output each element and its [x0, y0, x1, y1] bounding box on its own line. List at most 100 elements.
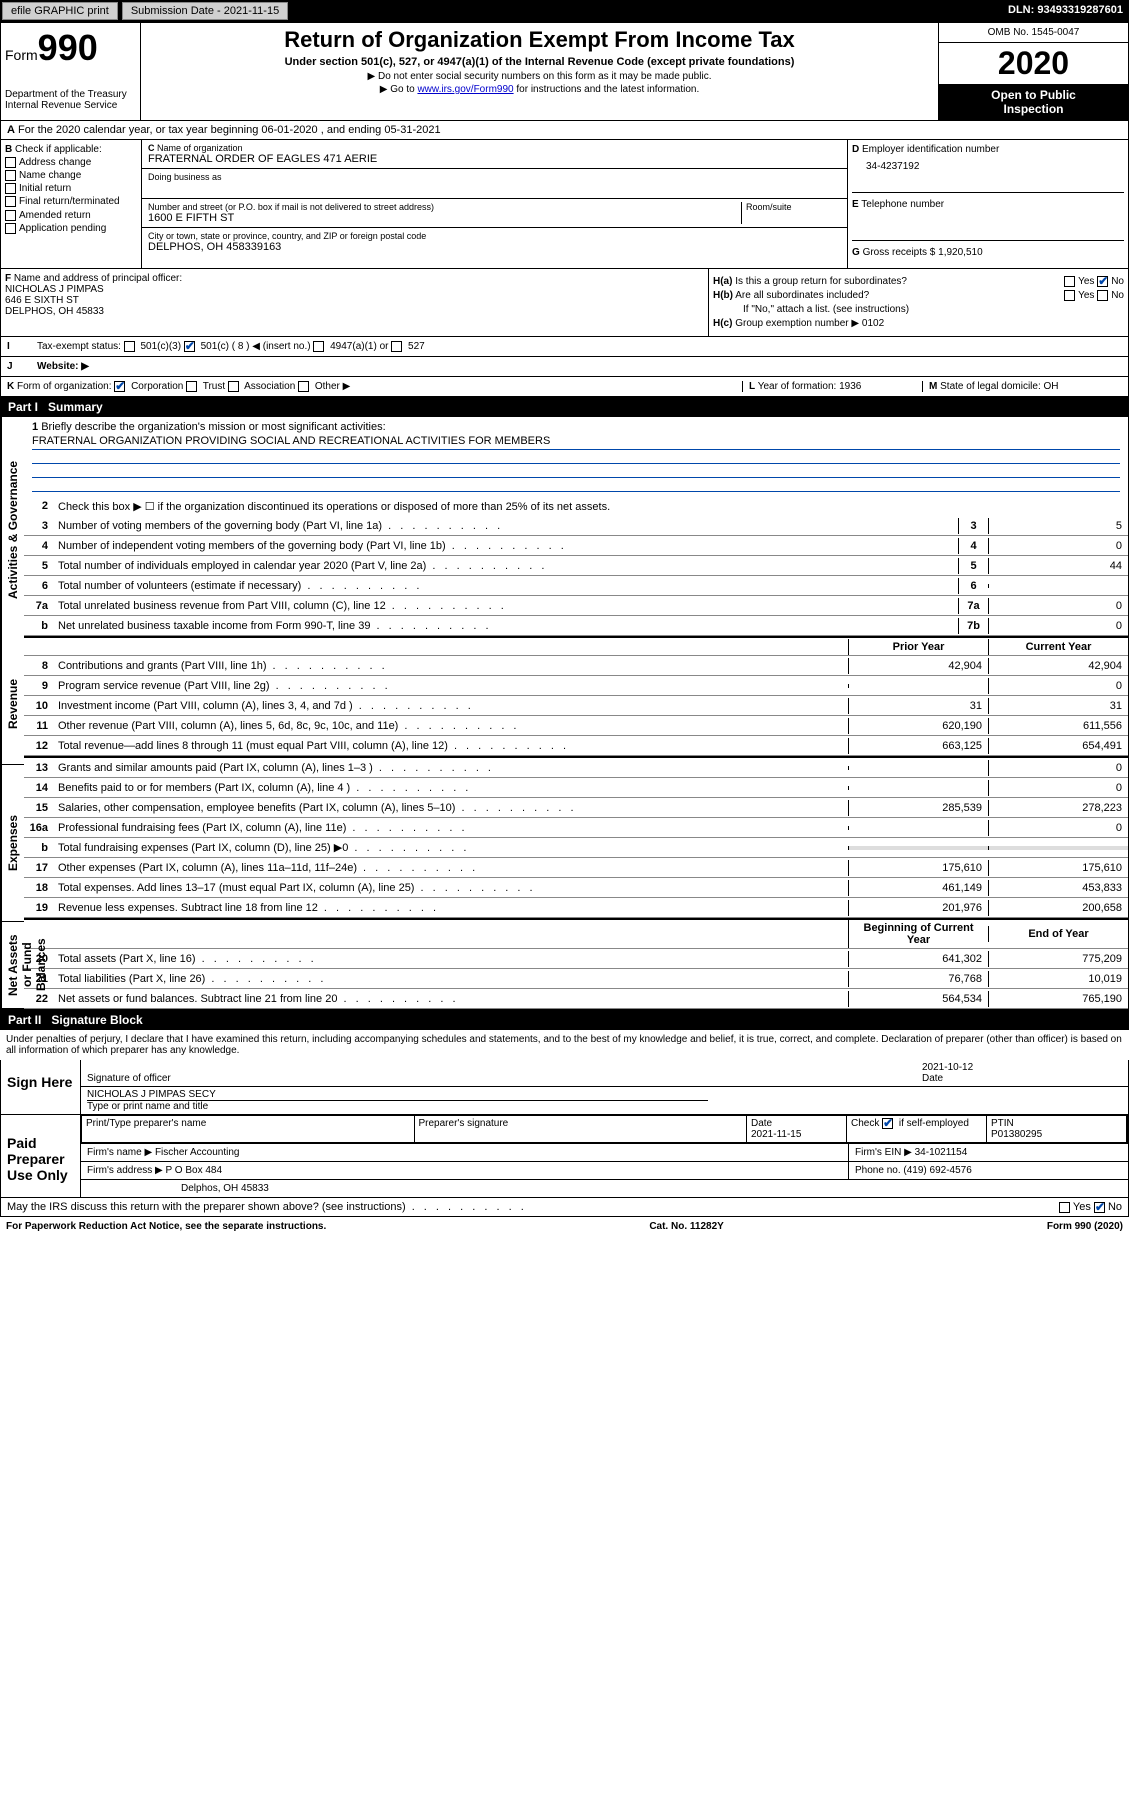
line2-text: Check this box ▶ ☐ if the organization d… — [54, 498, 1128, 515]
gross-label: Gross receipts $ — [863, 247, 936, 258]
sig-date-label: Date — [922, 1073, 943, 1084]
prep-name-label: Print/Type preparer's name — [82, 1116, 415, 1143]
line1-label: Briefly describe the organization's miss… — [41, 421, 385, 433]
sign-here-label: Sign Here — [1, 1060, 81, 1114]
dln-label: DLN: 93493319287601 — [1002, 0, 1129, 22]
vert-governance: Activities & Governance — [1, 417, 24, 643]
gov-line-3: 3 Number of voting members of the govern… — [24, 516, 1128, 536]
pra-notice: For Paperwork Reduction Act Notice, see … — [6, 1221, 326, 1232]
cb-initial[interactable] — [5, 183, 16, 194]
opt-final: Final return/terminated — [19, 197, 120, 208]
inspection-box: Open to Public Inspection — [939, 84, 1128, 120]
cb-self-employed[interactable] — [882, 1118, 893, 1129]
mission-blank1 — [32, 450, 1120, 464]
top-bar: efile GRAPHIC print Submission Date - 20… — [0, 0, 1129, 22]
form-number: 990 — [38, 27, 98, 68]
cb-501c3[interactable] — [124, 341, 135, 352]
city-label: City or town, state or province, country… — [148, 231, 841, 241]
cb-hb-no[interactable] — [1097, 290, 1108, 301]
firm-ein-label: Firm's EIN ▶ — [855, 1147, 912, 1158]
spacer — [290, 0, 1002, 22]
sign-here-section: Sign Here Signature of officer 2021-10-1… — [0, 1060, 1129, 1115]
mission-text: FRATERNAL ORGANIZATION PROVIDING SOCIAL … — [32, 433, 1120, 450]
exp-line-13: 13 Grants and similar amounts paid (Part… — [24, 758, 1128, 778]
col-end: End of Year — [988, 926, 1128, 942]
cb-other[interactable] — [298, 381, 309, 392]
submission-date-button[interactable]: Submission Date - 2021-11-15 — [122, 2, 288, 20]
exp-line-18: 18 Total expenses. Add lines 13–17 (must… — [24, 878, 1128, 898]
officer-name: NICHOLAS J PIMPAS — [5, 284, 704, 295]
org-name: FRATERNAL ORDER OF EAGLES 471 AERIE — [148, 153, 841, 165]
net-line-21: 21 Total liabilities (Part X, line 26) 7… — [24, 969, 1128, 989]
cb-trust[interactable] — [186, 381, 197, 392]
phone-label: Telephone number — [861, 199, 944, 210]
exp-line-19: 19 Revenue less expenses. Subtract line … — [24, 898, 1128, 918]
officer-city: DELPHOS, OH 45833 — [5, 306, 704, 317]
cb-ha-yes[interactable] — [1064, 276, 1075, 287]
gov-line-4: 4 Number of independent voting members o… — [24, 536, 1128, 556]
opt-pending: Application pending — [19, 223, 106, 234]
gov-line-5: 5 Total number of individuals employed i… — [24, 556, 1128, 576]
prep-sig-label: Preparer's signature — [415, 1116, 748, 1143]
exp-line-b: b Total fundraising expenses (Part IX, c… — [24, 838, 1128, 858]
hc-val: 0102 — [862, 318, 884, 329]
header-right: OMB No. 1545-0047 2020 Open to Public In… — [938, 23, 1128, 120]
irs-link[interactable]: www.irs.gov/Form990 — [417, 84, 513, 95]
box-f: F Name and address of principal officer:… — [1, 269, 708, 336]
dba-label: Doing business as — [148, 172, 841, 182]
box-c: C Name of organization FRATERNAL ORDER O… — [141, 140, 848, 268]
cb-final[interactable] — [5, 196, 16, 207]
cb-501c[interactable] — [184, 341, 195, 352]
footer: For Paperwork Reduction Act Notice, see … — [0, 1217, 1129, 1236]
opt-initial: Initial return — [19, 183, 71, 194]
firm-addr-label: Firm's address ▶ — [87, 1165, 163, 1176]
korg-label: Form of organization: — [17, 381, 112, 392]
cb-527[interactable] — [391, 341, 402, 352]
form-word: Form — [5, 47, 38, 63]
ptin-val: P01380295 — [991, 1129, 1042, 1140]
part2-title: Signature Block — [51, 1013, 142, 1027]
cb-address-change[interactable] — [5, 157, 16, 168]
gross-val: 1,920,510 — [938, 247, 983, 258]
ein-label: Employer identification number — [862, 144, 999, 155]
cb-4947[interactable] — [313, 341, 324, 352]
website-label: Website: ▶ — [37, 361, 89, 372]
cb-hb-yes[interactable] — [1064, 290, 1075, 301]
part1-header: Part I Summary — [0, 397, 1129, 417]
box-b: B Check if applicable: Address change Na… — [1, 140, 141, 268]
paid-preparer-section: Paid Preparer Use Only Print/Type prepar… — [0, 1115, 1129, 1198]
net-line-20: 20 Total assets (Part X, line 16) 641,30… — [24, 949, 1128, 969]
opt-address: Address change — [19, 157, 91, 168]
rev-header-row: Prior Year Current Year — [24, 636, 1128, 656]
ein-val: 34-4237192 — [852, 155, 1124, 172]
firm-addr2: Delphos, OH 45833 — [81, 1180, 275, 1197]
gov-line-b: b Net unrelated business taxable income … — [24, 616, 1128, 636]
cb-discuss-yes[interactable] — [1059, 1202, 1070, 1213]
street-val: 1600 E FIFTH ST — [148, 212, 741, 224]
ha-text: Is this a group return for subordinates? — [735, 276, 907, 287]
goto-instruction: Go to www.irs.gov/Form990 for instructio… — [145, 84, 934, 95]
part2-num: Part II — [8, 1013, 51, 1027]
col-current: Current Year — [988, 639, 1128, 655]
vert-netassets: Net Assets or Fund Balances — [1, 922, 24, 1009]
part1-num: Part I — [8, 400, 48, 414]
opt-amended: Amended return — [19, 210, 91, 221]
cb-discuss-no[interactable] — [1094, 1202, 1105, 1213]
cb-ha-no[interactable] — [1097, 276, 1108, 287]
cb-name-change[interactable] — [5, 170, 16, 181]
cb-corp[interactable] — [114, 381, 125, 392]
efile-button[interactable]: efile GRAPHIC print — [2, 2, 118, 20]
rev-line-9: 9 Program service revenue (Part VIII, li… — [24, 676, 1128, 696]
line-j: J Website: ▶ — [0, 357, 1129, 377]
room-label: Room/suite — [746, 202, 841, 212]
net-header-row: Beginning of Current Year End of Year — [24, 918, 1128, 949]
box-deg: D Employer identification number 34-4237… — [848, 140, 1128, 268]
officer-type-label: Type or print name and title — [87, 1101, 208, 1112]
street-label: Number and street (or P.O. box if mail i… — [148, 202, 741, 212]
rev-line-11: 11 Other revenue (Part VIII, column (A),… — [24, 716, 1128, 736]
line-klm: K Form of organization: Corporation Trus… — [0, 377, 1129, 397]
cb-pending[interactable] — [5, 223, 16, 234]
cb-assoc[interactable] — [228, 381, 239, 392]
goto-pre: Go to — [390, 84, 417, 95]
cb-amended[interactable] — [5, 210, 16, 221]
